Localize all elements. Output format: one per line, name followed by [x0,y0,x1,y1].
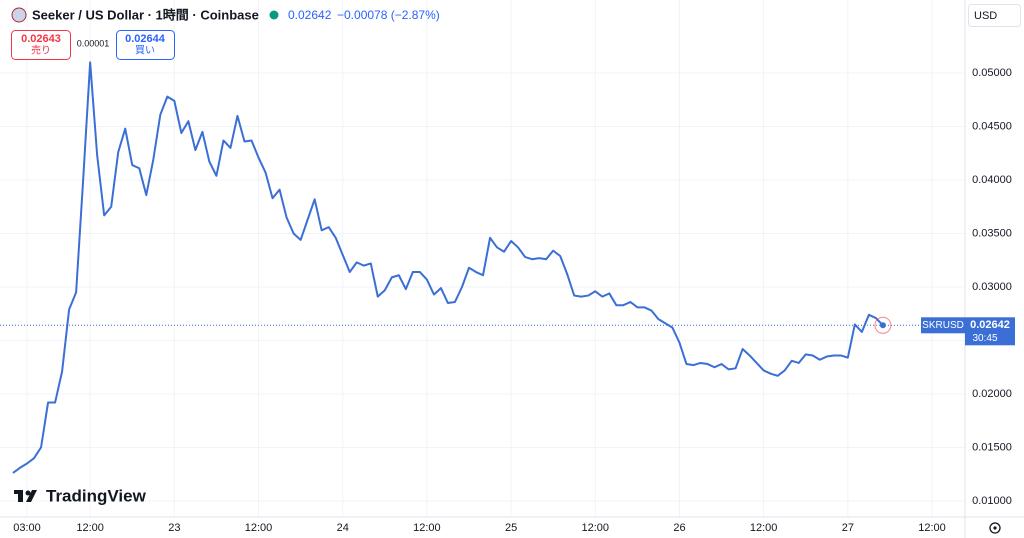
y-tick-label: 0.03000 [972,281,1012,293]
currency: USD [974,10,997,22]
settings-icon[interactable] [989,522,1001,534]
x-tick-label: 12:00 [413,522,441,534]
buy-price: 0.02644 [125,33,166,45]
sell-price: 0.02643 [21,33,61,45]
countdown-label: 30:45 [972,333,997,344]
symbol-title: Seeker / US Dollar · 1時間 · Coinbase [32,7,259,22]
y-tick-label: 0.05000 [972,67,1012,79]
price-label-box [965,317,1015,346]
header-price: 0.02642 [288,8,332,22]
currency-button[interactable] [968,4,1021,27]
x-tick-label: 26 [673,522,685,534]
last-point-ring [874,316,892,334]
settings-icon-dot [993,526,997,530]
y-tick-label: 0.02000 [972,388,1012,400]
x-tick-label: 12:00 [76,522,104,534]
flag-icon [11,7,27,23]
sell-button[interactable] [11,30,71,60]
x-tick-label: 12:00 [582,522,610,534]
price-label: 0.02642 [970,319,1010,331]
logo-icon [14,490,37,502]
logo-text: TradingView [46,486,147,505]
plot [0,61,920,474]
x-tick-label: 12:00 [750,522,778,534]
x-tick-label: 23 [168,522,180,534]
y-tick-label: 0.01500 [972,441,1012,453]
buy-button[interactable] [116,30,175,60]
grid [0,0,965,517]
buy-label: 買い [135,45,155,57]
symbol-label-box [921,317,965,334]
x-tick-label: 24 [337,522,349,534]
header-change: −0.00078 (−2.87%) [337,8,440,22]
y-tick-label: 0.03500 [972,227,1012,239]
y-tick-label: 0.04000 [972,174,1012,186]
x-tick-label: 12:00 [245,522,273,534]
last-point [879,322,886,329]
sell-label: 売り [31,44,51,57]
x-tick-label: 25 [505,522,517,534]
price-line [12,61,884,474]
x-tick-label: 03:00 [13,522,41,534]
spread: 0.00001 [77,38,110,48]
symbol-label: SKRUSD [922,320,964,331]
x-tick-label: 12:00 [918,522,946,534]
y-tick-label: 0.04500 [972,120,1012,132]
x-tick-label: 27 [842,522,854,534]
status-dot [269,10,279,20]
y-tick-label: 0.01000 [972,495,1012,507]
